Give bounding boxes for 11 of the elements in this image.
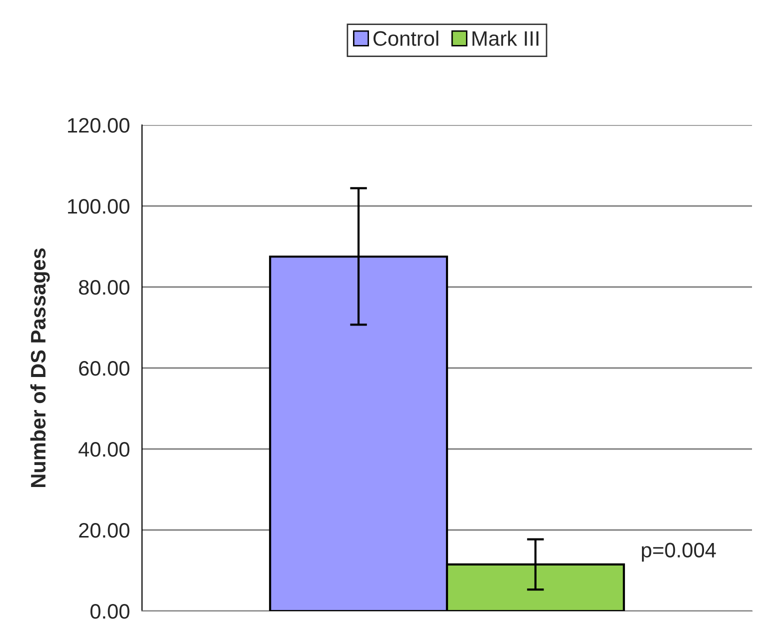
- legend-label: Control: [374, 30, 438, 46]
- y-tick-label: 40.00: [78, 442, 130, 457]
- annotation: p=0.004: [642, 542, 716, 562]
- y-tick-label: 20.00: [79, 523, 130, 538]
- y-tick-label: 100.00: [68, 199, 130, 214]
- y-axis-title: Number of DS Passages: [30, 248, 50, 488]
- y-tick-label: 0.00: [90, 604, 130, 619]
- y-tick-label: 120.00: [68, 118, 130, 133]
- y-tick-label: 80.00: [78, 280, 130, 295]
- legend-label: Mark III: [472, 30, 538, 46]
- y-tick-label: 60.00: [79, 361, 130, 376]
